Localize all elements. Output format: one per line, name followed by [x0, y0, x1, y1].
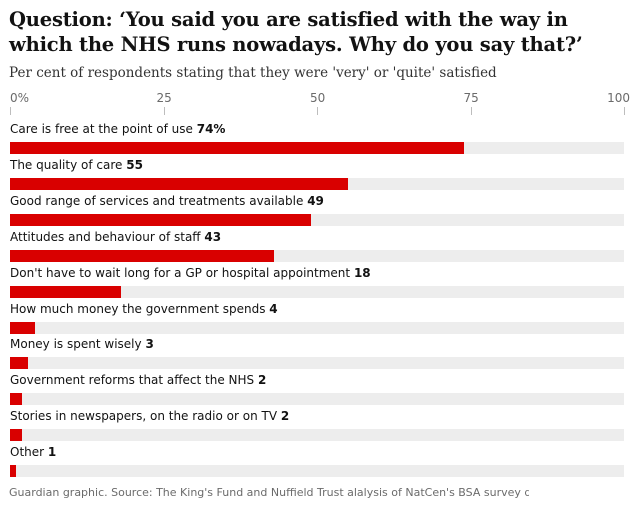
- category-label: Stories in newspapers, on the radio or o…: [10, 409, 278, 424]
- source-note: Guardian graphic. Source: The King's Fun…: [9, 486, 529, 499]
- category-label: Money is spent wisely: [10, 337, 142, 352]
- bar-label: Good range of services and treatments av…: [10, 194, 324, 208]
- bar-track: [10, 213, 624, 226]
- bar-label: Stories in newspapers, on the radio or o…: [10, 409, 289, 423]
- bar-track: [10, 465, 624, 478]
- bar: [10, 177, 348, 190]
- value-label: 49: [307, 193, 324, 208]
- category-label: Don't have to wait long for a GP or hosp…: [10, 265, 351, 280]
- chart-subtitle: Per cent of respondents stating that the…: [9, 65, 497, 81]
- value-label: 74%: [196, 122, 226, 136]
- category-label: How much money the government spends: [10, 301, 266, 316]
- bar-label: Care is free at the point of use 74%: [10, 122, 225, 136]
- bar-track: [10, 249, 624, 262]
- bar: [10, 321, 35, 334]
- bar-track: [10, 177, 624, 190]
- bar: [10, 249, 275, 262]
- value-label: 43: [204, 229, 222, 244]
- value-label: 2: [258, 373, 267, 388]
- x-tick-mark: [163, 107, 165, 115]
- bar-track: [10, 285, 624, 298]
- x-tick-label: 50: [310, 91, 326, 105]
- category-label: Other: [10, 445, 45, 460]
- value-label: 1: [47, 445, 57, 460]
- bar-label: Money is spent wisely 3: [10, 337, 154, 351]
- value-label: 2: [280, 409, 290, 424]
- bar: [10, 357, 29, 370]
- x-tick-label: 75: [463, 91, 479, 105]
- value-label: 18: [353, 265, 371, 280]
- x-tick-mark: [10, 107, 11, 115]
- value-label: 3: [145, 337, 154, 352]
- x-tick-mark: [624, 107, 625, 115]
- bar-track: [10, 142, 624, 154]
- bar: [10, 465, 17, 478]
- bar-track: [10, 321, 624, 334]
- category-label: Care is free at the point of use: [10, 122, 193, 136]
- bar: [10, 285, 121, 298]
- chart-title: Question: ‘You said you are satisfied wi…: [9, 8, 583, 56]
- x-tick-label: 25: [156, 91, 172, 105]
- category-label: Good range of services and treatments av…: [10, 193, 304, 208]
- bar-track: [10, 393, 624, 406]
- bar-label: Attitudes and behaviour of staff 43: [10, 230, 221, 244]
- bar: [10, 393, 23, 406]
- bar: [10, 429, 23, 442]
- category-label: Attitudes and behaviour of staff: [10, 229, 201, 244]
- bar-label: Government reforms that affect the NHS 2: [10, 373, 266, 387]
- bar-label: How much money the government spends 4: [10, 302, 278, 316]
- bar-label: Other 1: [10, 445, 56, 459]
- bar: [10, 213, 311, 226]
- x-tick-mark: [317, 107, 318, 115]
- bar-label: Don't have to wait long for a GP or hosp…: [10, 266, 371, 280]
- category-label: Government reforms that affect the NHS: [10, 373, 255, 388]
- value-label: 55: [126, 157, 143, 172]
- x-tick-mark: [470, 107, 472, 115]
- x-tick-label: 0%: [10, 91, 30, 105]
- category-label: The quality of care: [10, 157, 123, 172]
- value-label: 4: [269, 301, 278, 316]
- bar-track: [10, 357, 624, 370]
- bar-label: The quality of care 55: [10, 158, 143, 172]
- x-tick-label: 100: [607, 91, 630, 105]
- bar: [10, 142, 465, 154]
- bar-track: [10, 429, 624, 442]
